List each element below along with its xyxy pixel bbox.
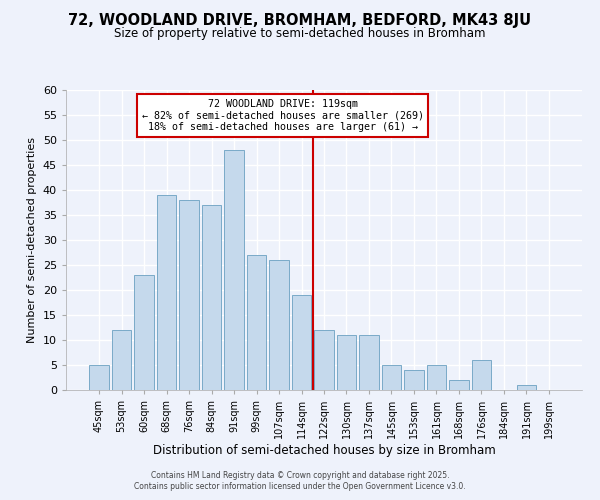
- Bar: [449, 380, 469, 390]
- Bar: [292, 295, 311, 390]
- Text: Size of property relative to semi-detached houses in Bromham: Size of property relative to semi-detach…: [114, 28, 486, 40]
- Bar: [404, 370, 424, 390]
- Bar: [202, 205, 221, 390]
- X-axis label: Distribution of semi-detached houses by size in Bromham: Distribution of semi-detached houses by …: [152, 444, 496, 457]
- Bar: [337, 335, 356, 390]
- Bar: [314, 330, 334, 390]
- Text: Contains public sector information licensed under the Open Government Licence v3: Contains public sector information licen…: [134, 482, 466, 491]
- Bar: [427, 365, 446, 390]
- Y-axis label: Number of semi-detached properties: Number of semi-detached properties: [27, 137, 37, 343]
- Bar: [89, 365, 109, 390]
- Bar: [179, 200, 199, 390]
- Bar: [517, 385, 536, 390]
- Text: 72, WOODLAND DRIVE, BROMHAM, BEDFORD, MK43 8JU: 72, WOODLAND DRIVE, BROMHAM, BEDFORD, MK…: [68, 12, 532, 28]
- Bar: [224, 150, 244, 390]
- Bar: [247, 255, 266, 390]
- Bar: [157, 195, 176, 390]
- Bar: [472, 360, 491, 390]
- Bar: [134, 275, 154, 390]
- Bar: [359, 335, 379, 390]
- Bar: [269, 260, 289, 390]
- Text: 72 WOODLAND DRIVE: 119sqm
← 82% of semi-detached houses are smaller (269)
18% of: 72 WOODLAND DRIVE: 119sqm ← 82% of semi-…: [142, 99, 424, 132]
- Bar: [382, 365, 401, 390]
- Bar: [112, 330, 131, 390]
- Text: Contains HM Land Registry data © Crown copyright and database right 2025.: Contains HM Land Registry data © Crown c…: [151, 471, 449, 480]
